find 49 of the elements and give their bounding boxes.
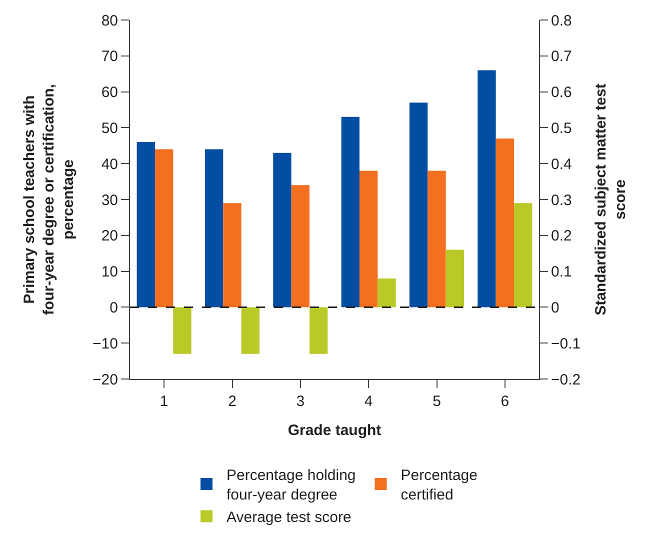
x-tick-label: 6 [500,393,510,410]
x-tick-label: 1 [160,393,168,410]
y-tick-label: 0 [110,299,118,316]
bar [478,70,496,308]
y-tick-label: 30 [101,192,118,209]
y2-tick-label: 0.1 [551,264,572,281]
x-axis-title: Grade taught [288,422,382,439]
bar [359,170,378,308]
legend-label: Percentage certified [400,467,478,504]
y2-tick-label: 0.5 [551,120,572,137]
y2-tick-label: 0.6 [551,84,572,102]
y-tick-label: 80 [101,12,118,30]
bar [154,149,174,308]
y-axis-title: Primary school teachers with four-year degree or certification, percentage [20,84,77,315]
y2-tick-label: 0.2 [551,228,572,245]
x-tick-label: 5 [432,393,441,410]
y-tick-label: 40 [101,156,118,173]
bar [173,307,192,354]
x-tick-label: 2 [228,393,236,410]
bar [223,203,242,308]
bar [273,152,292,308]
y2-tick-label: 0 [551,299,560,316]
bar [291,185,310,308]
bar [241,307,260,354]
bar [341,116,360,308]
y-tick-label: 20 [101,228,118,245]
x-tick-label: 3 [296,393,305,410]
legend-label: Percentage holding four-year degree [226,467,356,504]
y-tick-label: −10 [92,335,118,352]
y2-tick-label: 0.7 [551,48,572,66]
bar [204,149,224,308]
y2-axis-title: Standardized subject matter test score [592,84,630,316]
y2-tick-label: −0.2 [551,371,581,388]
y-tick-label: 50 [101,120,118,137]
y-tick-label: 10 [101,264,118,281]
bar [409,102,428,308]
y2-tick-label: 0.8 [551,12,572,30]
bar [136,142,155,308]
bar [378,278,396,308]
bar [428,170,446,308]
y2-tick-label: 0.4 [551,156,572,173]
y2-tick-label: −0.1 [551,335,581,352]
y-tick-label: −20 [92,371,118,388]
y-tick-label: 60 [101,84,118,102]
y-tick-label: 70 [101,48,118,66]
bar [310,307,328,354]
x-tick-label: 4 [364,393,373,410]
y2-tick-label: 0.3 [551,192,572,209]
legend-label: Average test score [226,509,352,526]
